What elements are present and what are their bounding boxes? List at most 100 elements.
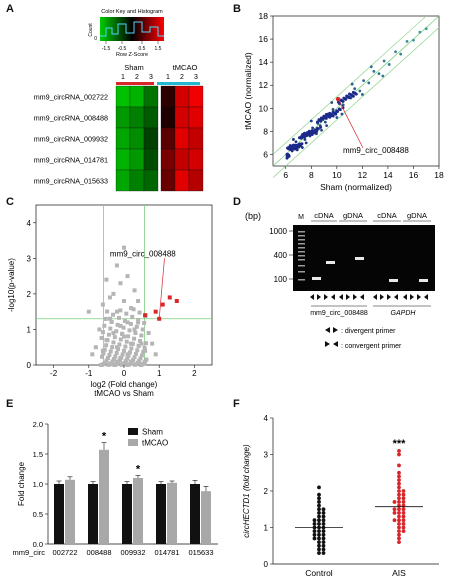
dot-panel-f: 0 1 2 3 4 Control AIS *** circHECTD1 (fold chang… [242, 414, 439, 578]
heatmap-cell [174, 106, 190, 129]
gray-point [131, 307, 136, 312]
heatmap-column-label: 3 [194, 74, 198, 81]
gray-point [122, 245, 126, 250]
scatter-point [325, 124, 329, 128]
heatmap-cell [129, 169, 145, 192]
control-point [317, 496, 321, 501]
x-tick-label: 6 [283, 170, 288, 180]
ais-point [397, 525, 401, 530]
ais-point [397, 474, 401, 479]
scatter-point [382, 59, 386, 63]
ais-point [397, 492, 401, 497]
x-tick-label: 008488 [86, 548, 111, 557]
color-key-ylabel: Count [88, 23, 94, 37]
control-point [321, 507, 326, 512]
gray-point [101, 351, 106, 356]
scatter-point [315, 126, 319, 130]
heatmap-cell [143, 169, 159, 192]
y-tick-label: 10 [259, 103, 269, 113]
ais-point [397, 496, 401, 501]
gray-point [111, 291, 116, 296]
scatter-point [319, 125, 323, 129]
heatmap-cell [143, 85, 159, 108]
heatmap-cell [188, 85, 204, 108]
gel-lane-label: gDNA [343, 211, 363, 220]
scatter-panel-b: mm9_circ_008488 6 8 10 12 14 16 18 6 8 10 12 14 16 18 S… [243, 11, 444, 192]
volcano-panel-c: mm9_circ_008488 -2 -1 0 1 2 0 1 2 3 4 log2 (Fold ch… [7, 204, 213, 398]
gray-point [122, 334, 126, 339]
legend-swatch-tmcao [128, 439, 138, 446]
heatmap-cell [160, 169, 176, 192]
y-axis-label: tMCAO (normalized) [243, 52, 253, 130]
scatter-point [315, 120, 319, 124]
significance-marker: * [136, 464, 141, 476]
gene-label-gapdh: GAPDH [391, 310, 417, 317]
gray-point [121, 325, 126, 330]
gray-point [132, 355, 137, 360]
significance-marker: * [102, 431, 107, 443]
fold-line [272, 15, 440, 167]
gray-point [131, 357, 136, 362]
ais-point [401, 529, 406, 534]
ais-point [397, 511, 401, 515]
control-point [321, 536, 326, 541]
gel-size-label: 100 [274, 275, 288, 284]
gray-point [128, 361, 133, 366]
scatter-point [324, 112, 328, 116]
scatter-point [377, 72, 381, 76]
control-point [321, 521, 326, 526]
gray-point [143, 341, 148, 346]
heatmap-cell [174, 148, 190, 171]
gray-point [150, 341, 155, 346]
heatmap-row-label: mm9_circRNA_002722 [34, 93, 108, 102]
gel-unit: (bp) [245, 211, 261, 221]
gray-point [100, 302, 105, 307]
scatter-point [335, 109, 339, 113]
annotation-line [158, 258, 165, 319]
gray-point [103, 316, 108, 321]
gray-point [126, 334, 131, 339]
bar-sham [122, 484, 132, 544]
ais-point [401, 518, 406, 523]
x-tick-label: 10 [332, 170, 342, 180]
gray-point [133, 331, 138, 335]
gray-point [129, 306, 134, 311]
y-tick-label: 4 [27, 219, 32, 228]
ladder-band [298, 255, 305, 257]
panel-label-c: C [6, 196, 14, 208]
gray-point [123, 359, 128, 364]
ais-point [397, 518, 401, 523]
heatmap-cell [129, 106, 145, 129]
heatmap-column-label: 3 [149, 74, 153, 81]
gel-marker-label: M [298, 214, 304, 221]
control-point [312, 536, 317, 541]
gray-point [102, 347, 107, 352]
heatmap-cell [174, 127, 190, 150]
heatmap-row-label: mm9_circRNA_014781 [34, 156, 108, 165]
gray-point [142, 345, 147, 350]
ais-point [392, 518, 397, 523]
bar-tmcao [99, 449, 109, 544]
gray-point [138, 356, 143, 361]
gray-point [122, 299, 126, 303]
heatmap-cell [188, 106, 204, 129]
gray-point [130, 341, 135, 346]
key-tick-label: 1.5 [155, 46, 162, 52]
gel-panel-d: (bp) M cDNA gDNA cDNA gDNA 1000 400 100 mm9_c… [245, 211, 435, 350]
ais-point [401, 492, 406, 497]
ais-point [392, 507, 397, 512]
ais-point [401, 507, 406, 512]
scatter-point [328, 111, 332, 115]
color-key-bar [100, 17, 164, 41]
ladder-band [298, 239, 305, 241]
control-point [321, 551, 326, 555]
x-tick-label: 18 [434, 170, 444, 180]
gray-point [106, 362, 111, 367]
scatter-point [311, 126, 314, 130]
color-key-title: Color Key and Histogram [101, 9, 163, 15]
gray-point [119, 355, 124, 360]
bar-tmcao [201, 491, 211, 544]
ais-point [392, 500, 397, 504]
control-point [317, 518, 321, 523]
gray-point [86, 309, 91, 314]
